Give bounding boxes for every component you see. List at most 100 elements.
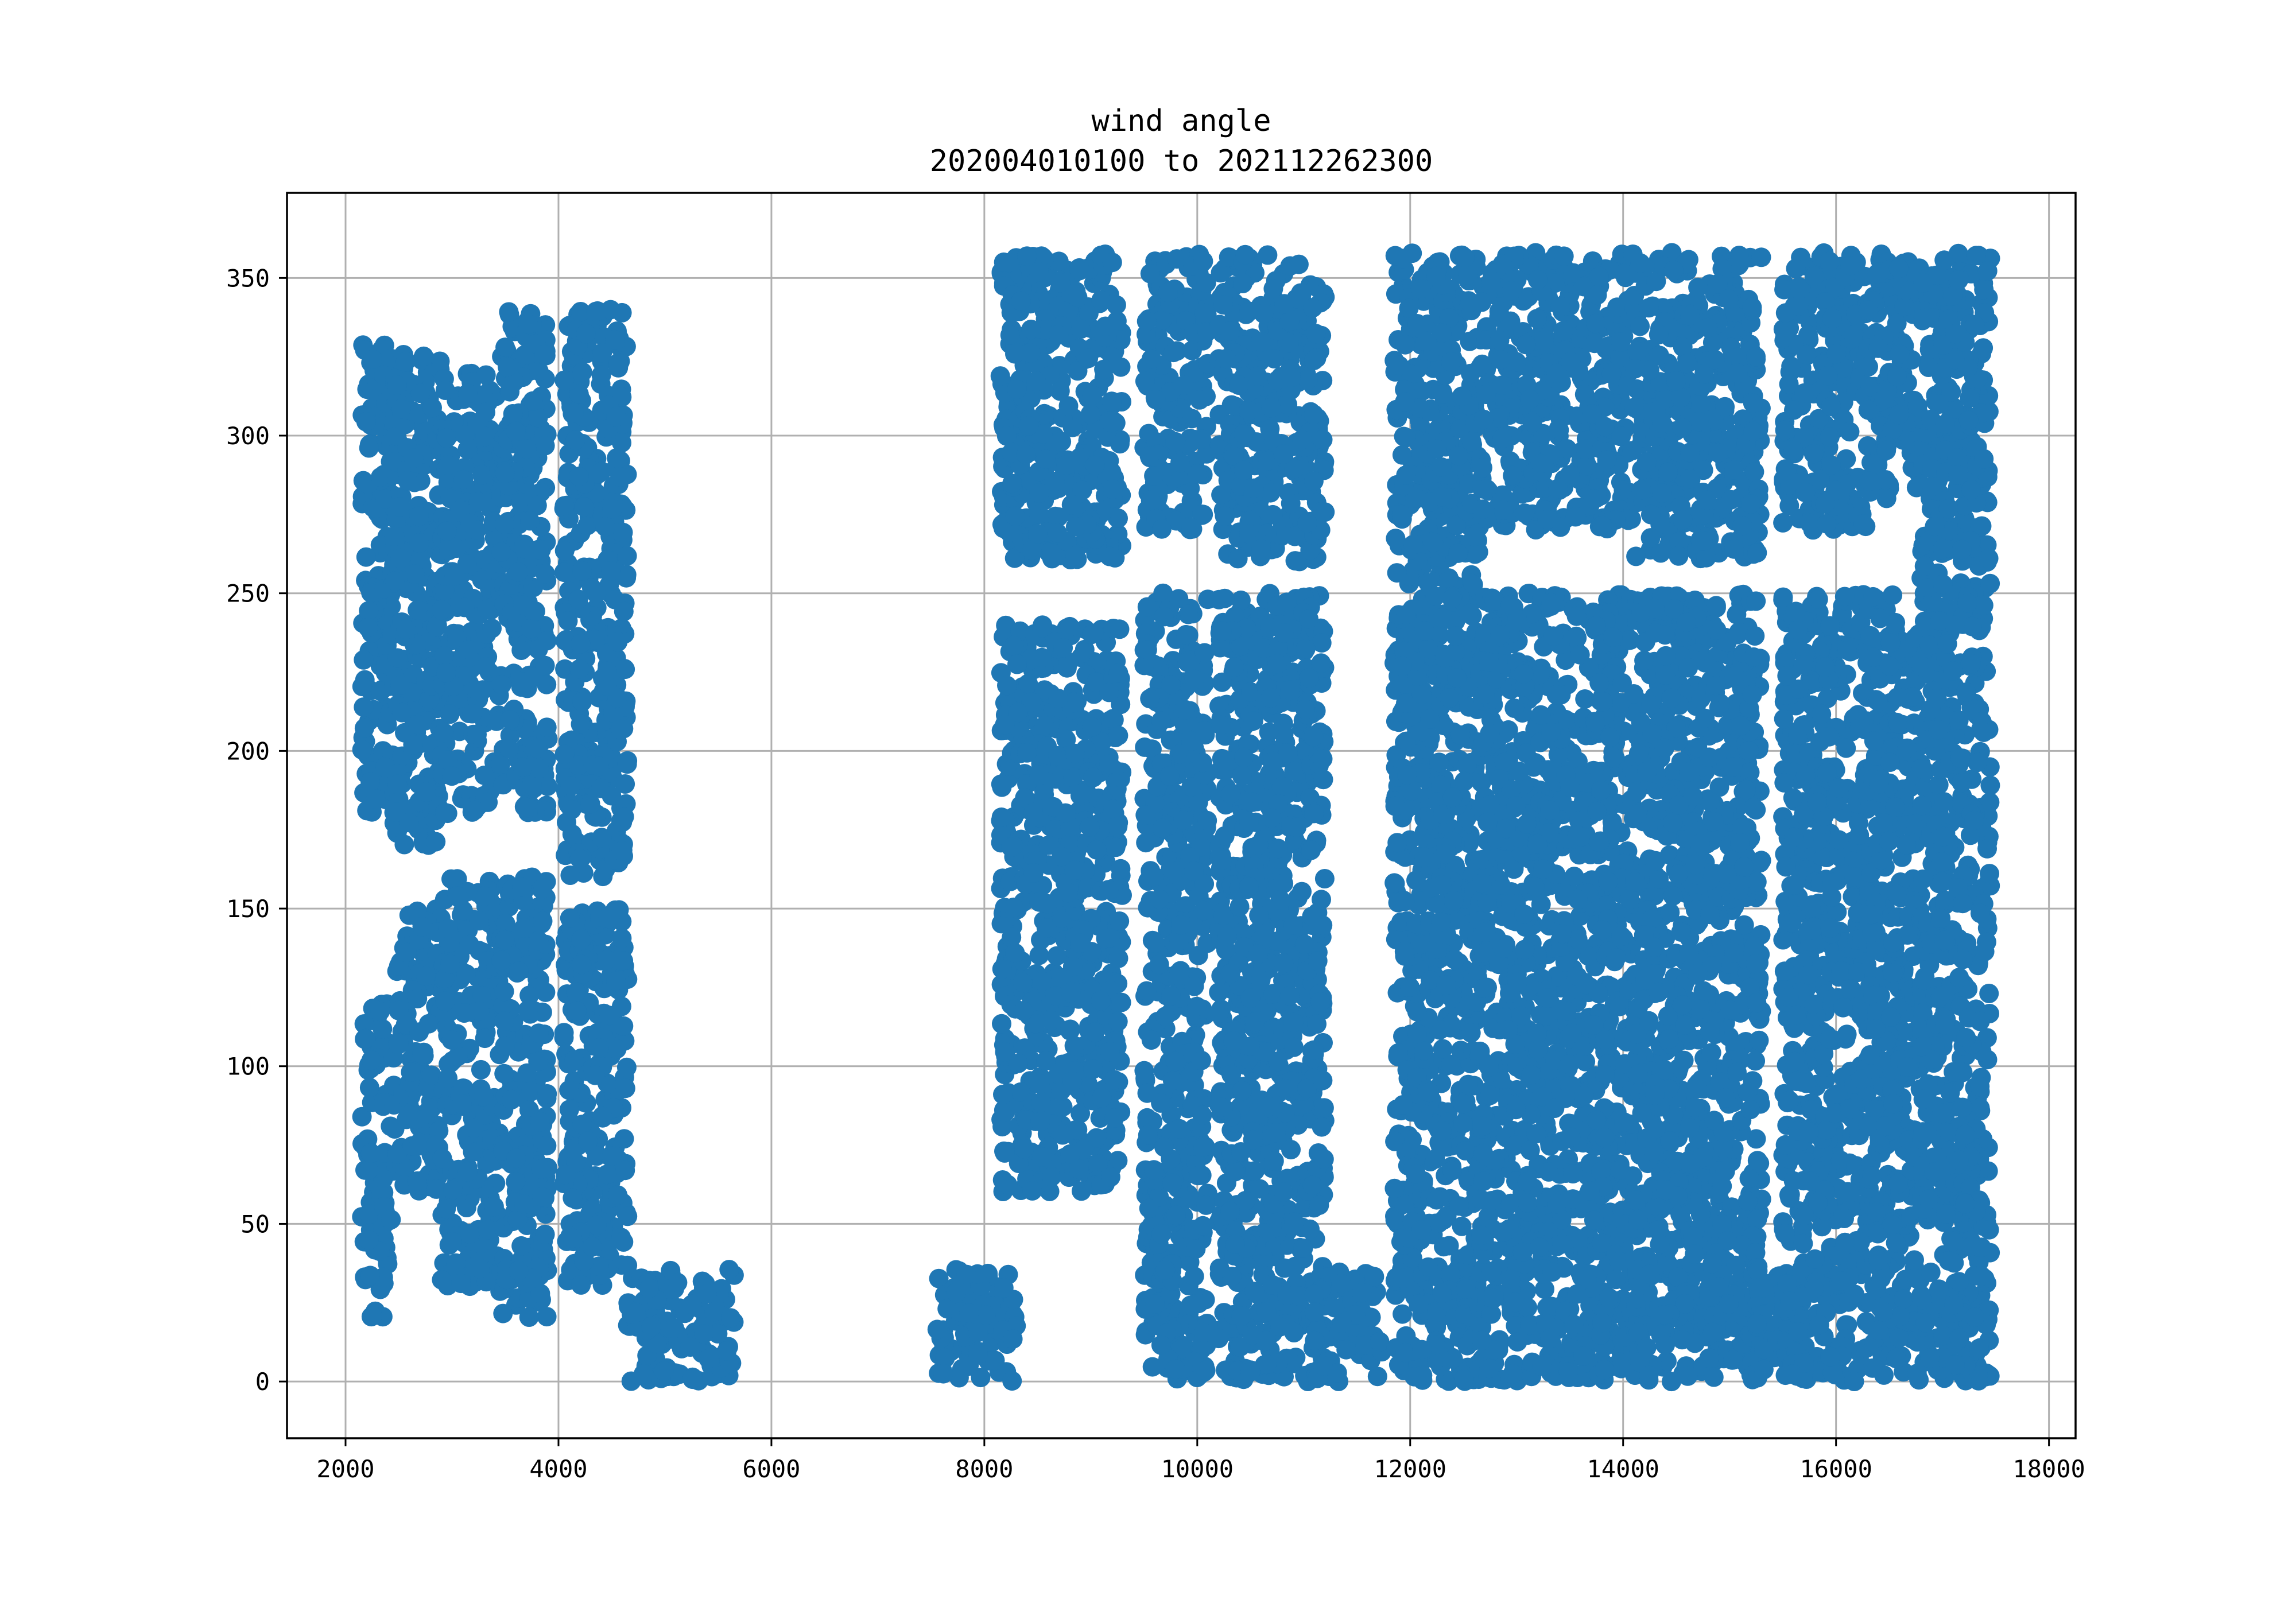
scatter-point [535,436,555,456]
scatter-point [506,421,526,441]
scatter-point [554,1023,574,1043]
scatter-point [614,951,634,971]
scatter-point [528,407,548,428]
scatter-point [1196,1360,1216,1380]
scatter-point [1007,654,1027,674]
scatter-point [352,1107,372,1127]
scatter-point [1136,833,1156,853]
scatter-point [991,807,1011,827]
scatter-point [597,1165,617,1185]
scatter-point [1274,623,1294,643]
scatter-point [567,1001,587,1021]
scatter-point [1221,784,1241,804]
scatter-point [611,467,631,487]
scatter-point [665,1318,685,1338]
scatter-point [1239,812,1259,832]
scatter-point [1001,837,1021,857]
scatter-point [1144,466,1164,486]
scatter-point [719,1260,739,1280]
scatter-point [529,931,549,951]
scatter-point [1102,462,1122,482]
scatter-point [1189,390,1209,410]
scatter-point [1141,1030,1161,1050]
scatter-point [560,776,580,796]
scatter-point [533,911,553,931]
scatter-point [506,1172,526,1191]
scatter-point [1110,619,1130,639]
scatter-point [495,337,515,358]
scatter-point [537,1307,557,1327]
scatter-point [354,697,374,717]
scatter-point [1151,1335,1171,1355]
scatter-point [1005,943,1025,963]
scatter-point [1302,1175,1322,1195]
scatter-point [572,561,592,581]
scatter-point [1177,653,1197,672]
scatter-point [529,759,549,779]
scatter-point [1029,765,1049,785]
scatter-point [1217,927,1238,947]
scatter-point [1068,288,1088,308]
scatter-point [654,1361,674,1381]
scatter-point [1021,343,1041,363]
scatter-point [1013,1001,1033,1021]
scatter-point [1209,982,1229,1002]
scatter-point [1065,546,1085,566]
scatter-point [588,464,608,484]
scatter-point [614,1232,634,1252]
scatter-point [1049,325,1069,345]
scatter-point [1095,316,1115,336]
scatter-point [959,1303,979,1323]
scatter-point [1106,295,1126,315]
scatter-point [1161,986,1181,1006]
scatter-point [1022,1181,1042,1201]
scatter-point [1232,1081,1252,1101]
scatter-point [1220,1201,1240,1221]
scatter-point [457,383,478,403]
scatter-point [1186,996,1207,1016]
scatter-point [1189,1166,1209,1186]
scatter-point [1013,972,1033,992]
scatter-point [1029,945,1049,965]
scatter-point [451,1274,471,1294]
scatter-point [1220,964,1240,984]
scatter-point [1100,927,1120,948]
scatter-point [1169,966,1189,986]
scatter-point [467,724,487,744]
scatter-point [1259,722,1279,742]
scatter-point [1091,991,1111,1011]
scatter-point [608,632,628,652]
scatter-point [1101,413,1121,433]
scatter-point [438,918,458,938]
scatter-point [694,1324,713,1344]
scatter-point [595,517,615,537]
scatter-point [617,546,637,566]
scatter-point [995,1042,1015,1062]
scatter-point [1170,453,1190,473]
scatter-point [1108,663,1128,683]
scatter-point [440,933,460,953]
scatter-point [537,1084,557,1104]
scatter-point [611,720,631,739]
scatter-point [472,985,492,1006]
scatter-point [583,1237,602,1257]
scatter-point [1294,934,1314,954]
scatter-point [535,564,555,584]
scatter-point [409,506,429,526]
scatter-point [1261,688,1281,708]
scatter-point [1070,933,1090,953]
scatter-point [397,942,417,962]
scatter-point [385,571,405,591]
scatter-point [435,991,455,1011]
scatter-point [500,710,520,730]
scatter-point [410,549,430,569]
scatter-point [429,1121,449,1141]
scatter-point [363,1306,382,1326]
scatter-point [390,675,410,695]
scatter-point [503,404,523,424]
scatter-point [563,1228,583,1248]
chart-title: wind angle [1091,104,1271,138]
scatter-point [466,520,486,540]
scatter-point [1069,261,1089,281]
scatter-point [401,1062,421,1082]
